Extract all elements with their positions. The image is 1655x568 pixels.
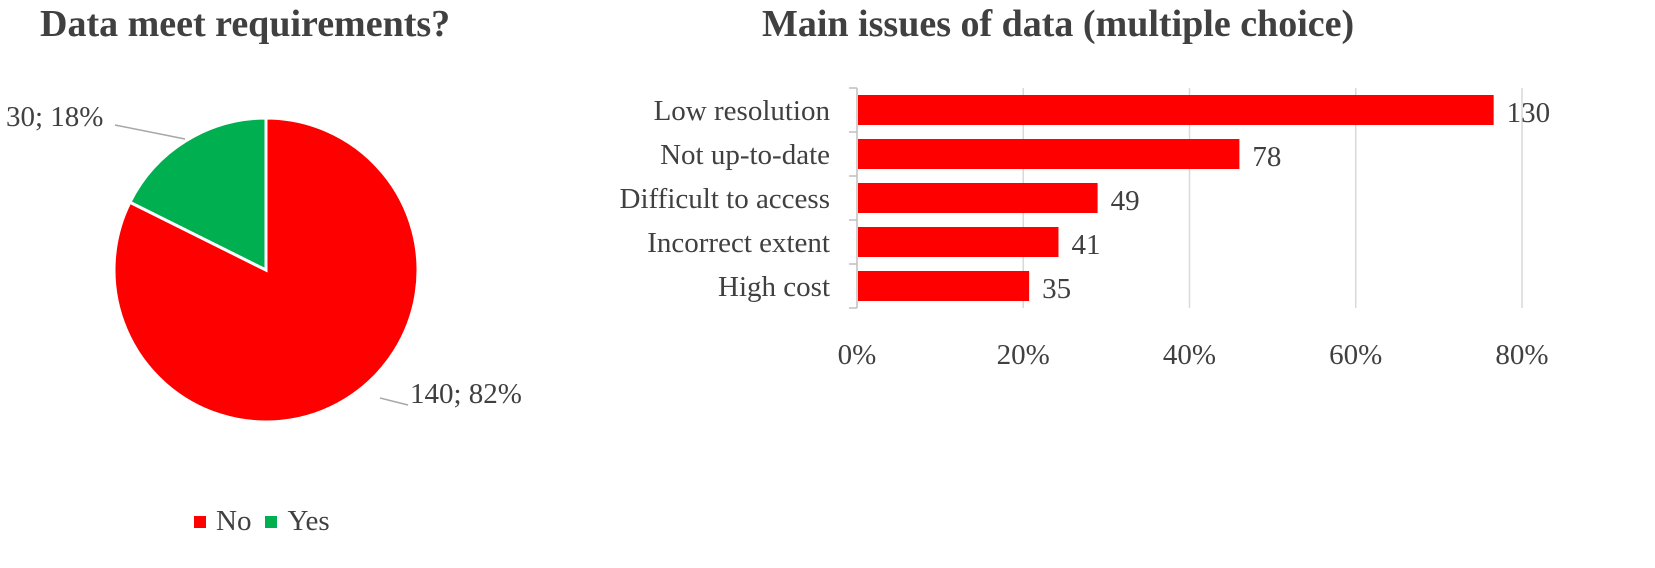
bar-not-up-to-date [858, 139, 1240, 169]
pie-legend: No Yes [194, 505, 344, 538]
legend-item-yes: Yes [265, 505, 330, 538]
y-category-label: Low resolution [654, 95, 831, 127]
bar-data-label: 49 [1111, 185, 1140, 217]
bar-difficult-to-access [858, 183, 1098, 213]
pie-chart-title: Data meet requirements? [40, 3, 451, 45]
bar-incorrect-extent [858, 227, 1059, 257]
x-tick-label: 60% [1329, 339, 1382, 371]
legend-swatch-no [194, 515, 206, 528]
y-category-label: Not up-to-date [660, 139, 830, 171]
x-tick-label: 80% [1495, 339, 1548, 371]
bar-data-label: 130 [1507, 97, 1551, 129]
bar-data-label: 35 [1042, 273, 1071, 305]
bar-low-resolution [858, 95, 1494, 125]
y-category-label: Incorrect extent [647, 227, 830, 259]
x-tick-label: 20% [997, 339, 1050, 371]
y-category-label: High cost [718, 271, 830, 303]
x-tick-label: 40% [1163, 339, 1216, 371]
y-category-label: Difficult to access [620, 183, 830, 215]
bar-high-cost [858, 271, 1030, 301]
bar-chart-title: Main issues of data (multiple choice) [762, 3, 1355, 45]
pie-data-label-no: 140; 82% [410, 378, 522, 410]
legend-label-no: No [216, 505, 252, 537]
pie-slice-yes [127, 116, 268, 273]
legend-item-no: No [194, 505, 251, 538]
x-tick-label: 0% [838, 339, 877, 371]
legend-swatch-yes [265, 515, 278, 528]
leader-line-no [379, 397, 409, 406]
pie-data-label-yes: 30; 18% [6, 101, 103, 133]
bar-data-label: 78 [1252, 141, 1281, 173]
bar-data-label: 41 [1071, 229, 1100, 261]
leader-line-yes [114, 124, 186, 140]
legend-label-yes: Yes [287, 505, 330, 537]
